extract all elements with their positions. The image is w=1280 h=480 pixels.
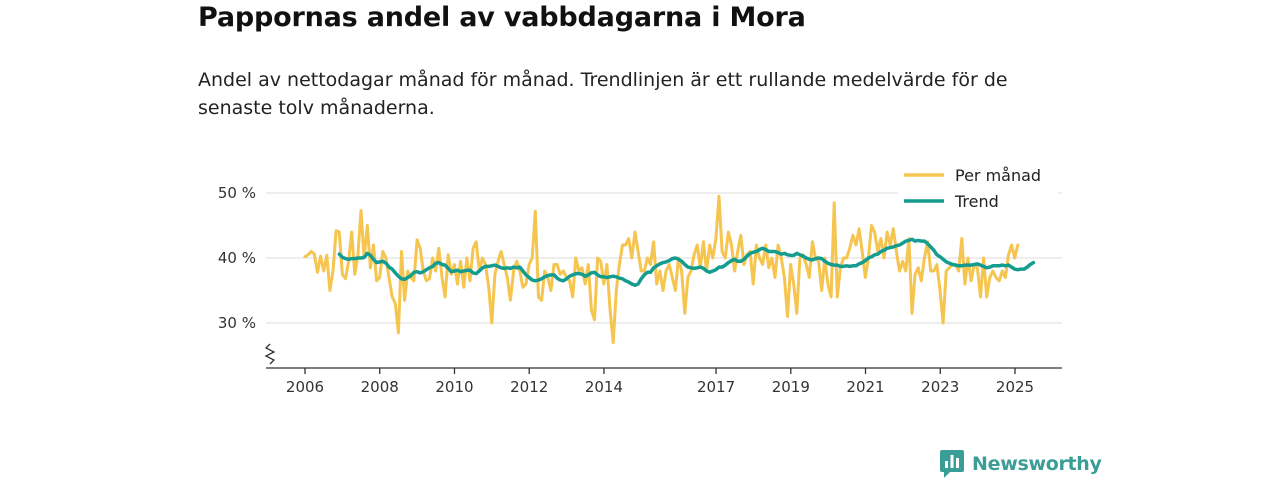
chart-subtitle: Andel av nettodagar månad för månad. Tre… bbox=[198, 69, 1008, 119]
y-tick-label: 50 % bbox=[218, 184, 256, 202]
legend-label-monthly: Per månad bbox=[955, 166, 1041, 185]
x-tick-label: 2025 bbox=[996, 378, 1034, 396]
x-tick-label: 2023 bbox=[921, 378, 959, 396]
x-tick-label: 2017 bbox=[697, 378, 735, 396]
brand-name: Newsworthy bbox=[972, 453, 1102, 475]
legend-background bbox=[898, 160, 1058, 216]
axis-break-icon bbox=[264, 343, 276, 365]
x-tick-label: 2021 bbox=[846, 378, 884, 396]
newsworthy-logo: Newsworthy bbox=[940, 450, 1102, 478]
chart-title: Pappornas andel av vabbdagarna i Mora bbox=[198, 2, 806, 33]
x-tick-label: 2012 bbox=[510, 378, 548, 396]
y-tick-label: 40 % bbox=[218, 249, 256, 267]
x-tick-label: 2006 bbox=[286, 378, 324, 396]
chart-legend: Per månad Trend bbox=[898, 160, 1058, 216]
y-tick-label: 30 % bbox=[218, 314, 256, 332]
newsworthy-logo-icon bbox=[940, 450, 964, 478]
x-tick-label: 2014 bbox=[585, 378, 623, 396]
x-tick-label: 2008 bbox=[361, 378, 399, 396]
series-line-trend bbox=[337, 237, 1036, 288]
legend-label-trend: Trend bbox=[954, 192, 999, 211]
x-tick-label: 2010 bbox=[435, 378, 473, 396]
series-line-monthly bbox=[303, 194, 1020, 344]
x-tick-label: 2019 bbox=[772, 378, 810, 396]
